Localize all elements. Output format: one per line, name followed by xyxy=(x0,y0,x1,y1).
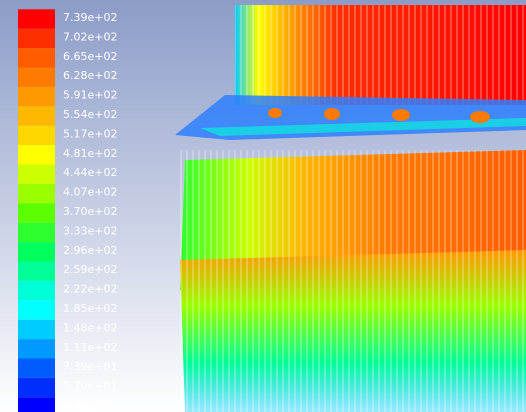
legend-swatch xyxy=(18,320,55,339)
legend-label: 3.70e+01 xyxy=(63,380,117,393)
legend-label: 2.22e+02 xyxy=(63,283,117,296)
legend-swatch xyxy=(18,29,55,48)
legend-label: 4.81e+02 xyxy=(63,147,117,160)
legend-label: 4.44e+02 xyxy=(63,166,117,179)
legend-swatch xyxy=(18,378,55,397)
legend-label: 5.54e+02 xyxy=(63,108,117,121)
legend-swatch xyxy=(18,262,55,281)
legend-swatch xyxy=(18,165,55,184)
legend-label: 3.33e+02 xyxy=(63,224,117,237)
legend-swatch xyxy=(18,203,55,222)
legend-swatch xyxy=(18,126,55,145)
hole xyxy=(470,111,490,123)
legend-swatch xyxy=(18,339,55,358)
legend-label: 7.02e+02 xyxy=(63,30,117,43)
legend-label: 1.11e+02 xyxy=(63,341,117,354)
legend-swatch xyxy=(18,300,55,319)
legend-label: 5.91e+02 xyxy=(63,89,117,102)
legend-label: 2.59e+02 xyxy=(63,263,117,276)
legend-swatch xyxy=(18,145,55,164)
upper-streaks xyxy=(235,5,526,105)
legend-label: 6.28e+02 xyxy=(63,69,117,82)
legend-swatch xyxy=(18,223,55,242)
legend-label: 7.39e+02 xyxy=(63,11,117,24)
legend-swatch xyxy=(18,242,55,261)
legend-swatch xyxy=(18,87,55,106)
legend-swatch xyxy=(18,184,55,203)
legend-label: 6.65e+02 xyxy=(63,50,117,63)
legend-label: 3.70e+02 xyxy=(63,205,117,218)
legend-swatch xyxy=(18,48,55,67)
hole xyxy=(392,109,410,121)
legend-label: 7.39e+01 xyxy=(63,360,117,373)
hole xyxy=(324,108,340,120)
legend-label: 1.85e+02 xyxy=(63,302,117,315)
lower-streaks xyxy=(180,150,526,412)
legend-swatch xyxy=(18,397,55,412)
legend-swatch xyxy=(18,359,55,378)
legend-swatch xyxy=(18,281,55,300)
legend: 7.39e+02 7.02e+02 6.65e+02 6.28e+02 5.91e+02… xyxy=(18,9,117,412)
legend-label: 1.48e+02 xyxy=(63,321,117,334)
legend-label: 5.17e+02 xyxy=(63,127,117,140)
legend-label: 4.42e-04 xyxy=(63,399,112,412)
cfd-view: 7.39e+02 7.02e+02 6.65e+02 6.28e+02 5.91e+02… xyxy=(0,0,526,412)
legend-swatch xyxy=(18,68,55,87)
hole xyxy=(268,108,282,118)
legend-swatch xyxy=(18,106,55,125)
legend-label: 4.07e+02 xyxy=(63,186,117,199)
legend-swatch xyxy=(18,9,55,28)
legend-label: 2.96e+02 xyxy=(63,244,117,257)
